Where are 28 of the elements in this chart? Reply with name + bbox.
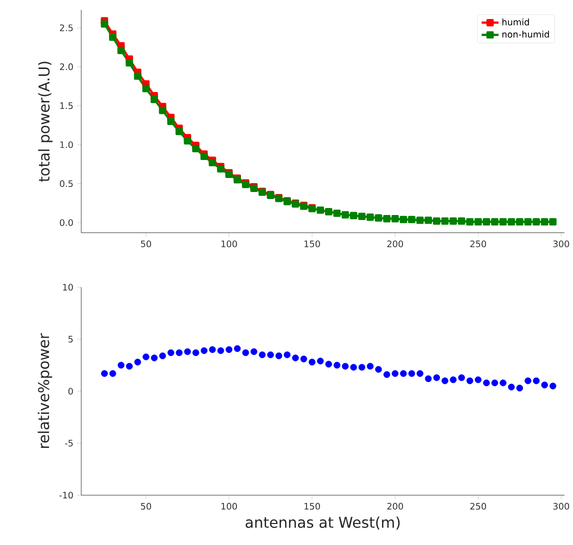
- x-tick-label: 200: [387, 503, 404, 510]
- x-tick-label: 100: [222, 503, 237, 510]
- x-tick-label: 150: [304, 503, 320, 510]
- y-tick-label: 2.0: [60, 64, 73, 70]
- y-axis-title: total power(A.U): [38, 62, 53, 182]
- y-tick-label: -5: [65, 440, 73, 447]
- x-axis-title: antennas at West(m): [246, 516, 400, 530]
- legend-label: humid: [502, 18, 529, 26]
- y-tick-label: 0: [68, 388, 73, 395]
- y-tick-label: 2.5: [60, 24, 73, 32]
- y-tick-label: -10: [59, 492, 73, 499]
- x-tick-label: 50: [141, 503, 152, 510]
- y-tick-label: 0.0: [60, 219, 73, 226]
- y-tick-label: 1.0: [60, 141, 73, 148]
- x-tick-label: 250: [470, 503, 486, 510]
- x-tick-label: 150: [304, 240, 320, 248]
- y-tick-label: 10: [63, 284, 73, 291]
- x-tick-label: 50: [141, 240, 152, 248]
- x-tick-label: 200: [387, 240, 404, 248]
- legend-label: non-humid: [502, 30, 549, 38]
- y-axis-title: relative%power: [38, 333, 52, 448]
- x-tick-label: 300: [553, 503, 570, 510]
- y-tick-label: 1.5: [60, 102, 73, 110]
- x-tick-label: 300: [553, 240, 570, 248]
- y-tick-label: 5: [68, 336, 73, 343]
- y-tick-label: 0.5: [60, 180, 73, 188]
- x-tick-label: 100: [222, 240, 237, 248]
- x-tick-label: 250: [470, 240, 486, 248]
